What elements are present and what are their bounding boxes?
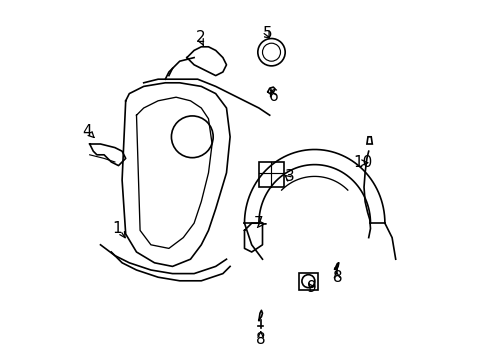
Text: 4: 4 (82, 124, 91, 139)
Bar (298, 273, 318, 290)
Text: 2: 2 (195, 30, 205, 45)
Text: 7: 7 (254, 216, 263, 231)
Text: 9: 9 (306, 280, 316, 296)
Text: 8: 8 (332, 270, 342, 285)
Text: 3: 3 (284, 169, 294, 184)
Text: 8: 8 (255, 332, 265, 347)
Text: 5: 5 (263, 26, 272, 41)
Text: 10: 10 (352, 155, 371, 170)
Text: 1: 1 (112, 221, 121, 236)
Text: 6: 6 (268, 89, 278, 104)
Bar (258, 162, 284, 187)
